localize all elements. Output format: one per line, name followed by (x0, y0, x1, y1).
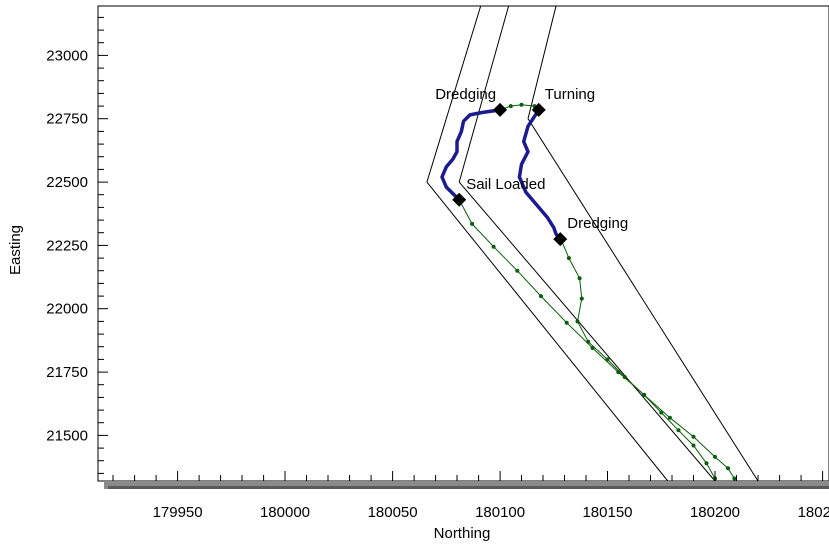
green-track-line-2 (559, 237, 716, 479)
x-tick-label: 179950 (153, 504, 203, 521)
green-track-point (622, 375, 627, 380)
green-track-point (515, 268, 520, 273)
x-tick-label: 180250 (798, 504, 829, 521)
x-axis-frame-shadow (108, 486, 829, 489)
y-tick-label: 23000 (46, 47, 88, 64)
green-track-point (566, 256, 571, 261)
y-tick-label: 22250 (46, 237, 88, 254)
green-track-point (564, 320, 569, 325)
event-markers (452, 102, 568, 247)
green-track-line-1 (458, 199, 735, 479)
blue-track-line-2 (517, 108, 563, 241)
green-track-point (726, 466, 730, 471)
event-labels: Dredging Turning Sail Loaded Dredging (435, 86, 628, 232)
event-label: Dredging (567, 215, 628, 232)
event-label: Dredging (435, 86, 496, 103)
y-axis: 21500 21750 22000 22250 22500 22750 23000 (46, 16, 108, 474)
diamond-marker (531, 102, 546, 117)
green-track-point (667, 415, 672, 420)
green-track-point (691, 434, 696, 439)
channel-line-5 (527, 118, 759, 482)
green-track-point (713, 454, 717, 459)
green-track-point (586, 339, 591, 344)
green-track-point (519, 102, 524, 107)
green-track-point (538, 294, 543, 299)
green-track-point (642, 392, 647, 397)
x-axis-frame (104, 481, 829, 489)
y-tick-label: 22000 (46, 301, 88, 318)
x-tick-label: 180050 (368, 504, 418, 521)
y-tick-label: 21500 (46, 427, 88, 444)
channel-line-2 (426, 5, 482, 183)
y-tick-label: 21750 (46, 364, 88, 381)
event-label: Sail Loaded (466, 176, 545, 193)
green-track-point (704, 461, 709, 466)
channel-line-6 (527, 5, 557, 119)
green-track-point (605, 357, 610, 362)
green-track-point (577, 276, 582, 281)
x-tick-label: 180200 (690, 504, 740, 521)
x-tick-label: 180150 (582, 504, 632, 521)
x-tick-label: 180100 (475, 504, 525, 521)
green-track-point (691, 443, 696, 448)
x-axis-title: Northing (434, 525, 491, 542)
green-track-point (508, 104, 513, 109)
green-track-point (579, 296, 584, 301)
green-track-point (491, 244, 496, 249)
channel-line-3 (458, 181, 716, 482)
channel-line-1 (426, 181, 669, 482)
x-tick-label: 180000 (260, 504, 310, 521)
event-label: Turning (545, 86, 595, 103)
green-track-point (575, 319, 580, 324)
x-axis: 179950 180000 180050 180100 180150 180200 1802… (112, 471, 829, 521)
diamond-marker (493, 102, 508, 117)
y-tick-label: 22500 (46, 174, 88, 191)
plot-area (97, 5, 829, 482)
channel-outline (426, 5, 759, 482)
green-track-point (732, 476, 737, 481)
diamond-marker (452, 192, 467, 207)
blue-track (440, 108, 563, 241)
y-tick-label: 22750 (46, 111, 88, 128)
green-track-point (676, 428, 681, 433)
blue-track-line-1 (440, 108, 502, 202)
green-track-point (659, 410, 664, 415)
diamond-marker (553, 232, 568, 247)
green-track-point (470, 221, 475, 226)
channel-line-4 (458, 5, 510, 183)
y-axis-title: Easting (7, 225, 24, 275)
